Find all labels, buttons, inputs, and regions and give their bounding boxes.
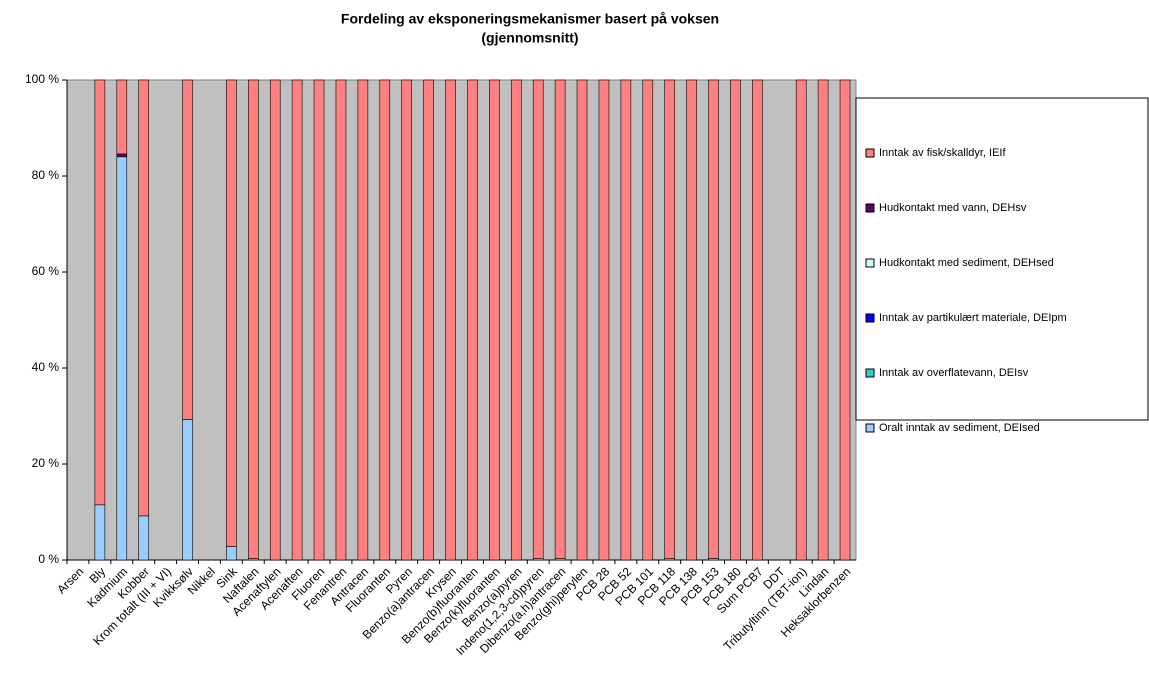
legend-label: Hudkontakt med sediment, DEHsed: [879, 257, 1054, 269]
bar-segment: [510, 79, 522, 561]
bar-segment: [94, 79, 106, 506]
legend-swatch: [865, 423, 875, 433]
bar-segment: [357, 79, 369, 561]
bar-segment: [335, 79, 347, 561]
bar-segment: [423, 79, 434, 561]
bar-segment: [795, 79, 807, 561]
legend-swatch: [865, 203, 875, 213]
legend-box: [855, 97, 1149, 421]
bar-segment: [269, 79, 281, 561]
bar-segment: [94, 504, 106, 561]
chart-subtitle: (gjennomsnitt): [481, 30, 578, 46]
y-tick-label: 40 %: [32, 360, 60, 374]
bar-segment: [839, 79, 851, 561]
bar-segment: [642, 79, 654, 561]
bar-segment: [182, 419, 193, 561]
bar-segment: [116, 156, 128, 561]
bar-segment: [247, 79, 259, 559]
plot-area: [66, 79, 857, 561]
bar-segment: [401, 79, 413, 561]
bar-segment: [554, 79, 566, 559]
bar-segment: [752, 79, 763, 561]
legend-label: Hudkontakt med vann, DEHsv: [879, 202, 1027, 214]
legend-swatch: [865, 368, 875, 378]
bar-segment: [138, 79, 150, 517]
bar-segment: [686, 79, 697, 561]
bar-segment: [226, 546, 237, 561]
legend-swatch: [865, 258, 875, 268]
bar-segment: [182, 79, 193, 420]
y-tick-label: 60 %: [32, 264, 60, 278]
legend-label: Inntak av fisk/skalldyr, IEIf: [879, 147, 1006, 159]
bar-segment: [730, 79, 741, 561]
legend-swatch: [865, 313, 875, 323]
bar-segment: [313, 79, 325, 561]
legend-label: Inntak av partikulært materiale, DEIpm: [879, 312, 1067, 324]
y-tick-label: 80 %: [32, 168, 60, 182]
chart-title: Fordeling av eksponeringsmekanismer base…: [341, 11, 719, 27]
legend-label: Oralt inntak av sediment, DEIsed: [879, 422, 1040, 434]
bar-segment: [467, 79, 478, 561]
y-tick-label: 20 %: [32, 456, 60, 470]
bar-segment: [664, 79, 676, 559]
legend-label: Inntak av overflatevann, DEIsv: [879, 367, 1029, 379]
bar-segment: [708, 79, 719, 559]
bar-segment: [532, 79, 544, 559]
x-tick-label: Arsen: [54, 564, 86, 596]
bar-segment: [576, 79, 588, 561]
bar-segment: [817, 79, 829, 561]
legend-swatch: [865, 148, 875, 158]
bar-segment: [489, 79, 500, 561]
bar-segment: [138, 515, 150, 561]
y-tick-label: 0 %: [38, 552, 59, 566]
y-tick-label: 100 %: [25, 72, 59, 86]
bar-segment: [116, 79, 128, 155]
bar-segment: [291, 79, 303, 561]
bar-segment: [226, 79, 237, 547]
bar-segment: [445, 79, 456, 561]
bar-segment: [620, 79, 632, 561]
bar-segment: [116, 153, 128, 158]
bar-segment: [598, 79, 610, 561]
bar-segment: [379, 79, 391, 561]
